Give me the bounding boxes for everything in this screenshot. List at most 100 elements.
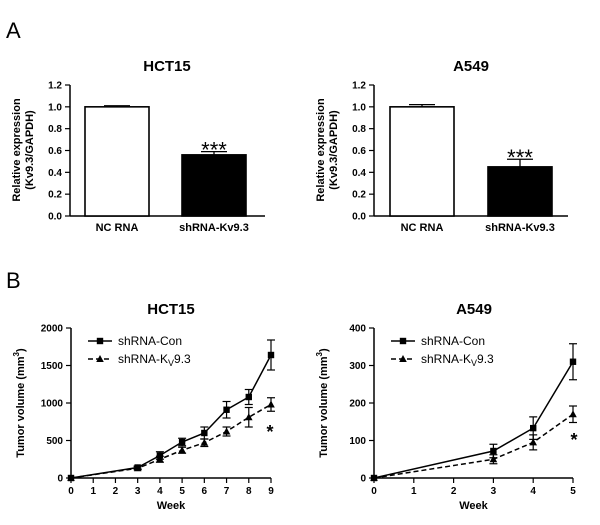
category-label: shRNA-Kv9.3 <box>485 222 555 234</box>
x-tick-label: 0 <box>68 486 74 497</box>
legend-label-end: 9.3 <box>477 352 494 366</box>
data-point <box>370 474 378 481</box>
chart-2: A549 0.0 0.2 0.4 0.6 0.8 1.0 1.2 Relative expres… <box>315 58 568 234</box>
data-point <box>267 351 275 359</box>
data-point <box>490 447 497 455</box>
series-line <box>70 403 272 479</box>
chart-title: HCT15 <box>143 58 191 75</box>
data-point <box>222 427 231 435</box>
bar <box>181 154 247 217</box>
y-tick-label: 0.2 <box>48 190 62 201</box>
legend-label-main: shRNA-Con <box>118 334 182 348</box>
x-tick-label: 4 <box>157 486 163 497</box>
legend-label-sub: V <box>168 358 174 368</box>
y-axis-label-line1: Relative expression <box>315 98 327 202</box>
y-tick-label: 0.4 <box>352 168 366 179</box>
data-point <box>569 410 577 418</box>
data-point <box>178 438 186 446</box>
chart-4: A549 0 100 200 300 400 0 1 2 3 4 5 Week Tumor volume … <box>315 301 578 512</box>
y-tick-label: 1500 <box>41 361 64 372</box>
y-axis-label-line1: Relative expression <box>11 98 23 202</box>
x-axis-label: Week <box>459 500 488 512</box>
x-tick-label: 2 <box>113 486 119 497</box>
data-point <box>178 446 186 454</box>
data-point <box>245 393 252 401</box>
y-tick-label: 0.0 <box>352 212 366 223</box>
panel-letter-b: B <box>6 268 21 293</box>
data-point <box>244 413 253 421</box>
legend-label-end: 9.3 <box>174 352 191 366</box>
y-tick-label: 1000 <box>41 399 64 410</box>
x-tick-label: 2 <box>451 486 457 497</box>
y-tick-label: 200 <box>349 399 366 410</box>
y-axis-label-end: ) <box>318 348 330 352</box>
x-tick-label: 6 <box>202 486 208 497</box>
significance-label: * <box>570 430 577 450</box>
data-point <box>133 464 142 472</box>
y-axis-label: Relative expression(Kv9.3/GAPDH) <box>315 98 340 202</box>
y-axis-label-sup: 3 <box>315 351 324 356</box>
y-tick-label: 400 <box>349 324 366 335</box>
y-axis-label-main: Tumor volume (mm <box>15 356 27 457</box>
bar <box>389 106 455 217</box>
x-tick-label: 1 <box>411 486 417 497</box>
data-point <box>67 474 75 481</box>
series-line <box>373 361 574 479</box>
data-point <box>530 424 537 432</box>
charts-group: HCT15 0.0 0.2 0.4 0.6 0.8 1.0 1.2 Relative expre… <box>11 58 578 512</box>
data-point <box>267 400 275 408</box>
legend-marker <box>399 337 407 345</box>
y-tick-label: 1.0 <box>352 102 366 113</box>
series-2 <box>370 405 577 481</box>
panel-letter-a: A <box>6 18 21 43</box>
data-point <box>201 429 208 437</box>
legend-label-main: shRNA-Con <box>421 334 485 348</box>
y-tick-label: 0 <box>360 474 366 485</box>
series-line <box>70 354 272 479</box>
y-tick-label: 1.0 <box>48 102 62 113</box>
significance-label: * <box>266 422 273 442</box>
y-tick-label: 0.6 <box>48 146 62 157</box>
legend: shRNA-Con shRNA-KV9.3 <box>391 334 494 368</box>
category-label: NC RNA <box>401 222 444 234</box>
legend-label-sub: V <box>471 358 477 368</box>
chart-title: A549 <box>453 58 489 75</box>
legend-label-main: shRNA-K <box>421 352 471 366</box>
y-tick-label: 0 <box>57 474 63 485</box>
y-axis-label: Relative expression(Kv9.3/GAPDH) <box>11 98 36 202</box>
legend-label-main: shRNA-K <box>118 352 168 366</box>
x-tick-label: 3 <box>135 486 141 497</box>
y-axis-label: Tumor volume (mm3) <box>12 348 27 458</box>
x-tick-label: 4 <box>530 486 536 497</box>
y-tick-label: 0.8 <box>48 124 62 135</box>
x-tick-label: 5 <box>570 486 576 497</box>
y-tick-label: 500 <box>46 436 63 447</box>
x-tick-label: 5 <box>179 486 185 497</box>
data-point <box>156 455 164 463</box>
legend-label: shRNA-KV9.3 <box>421 352 494 368</box>
x-tick-label: 1 <box>90 486 96 497</box>
legend: shRNA-Con shRNA-KV9.3 <box>88 334 191 368</box>
legend-marker <box>399 355 407 362</box>
y-axis-label-sup: 3 <box>12 351 21 356</box>
data-point <box>569 358 577 365</box>
y-tick-label: 0.0 <box>48 212 62 223</box>
data-point <box>200 438 209 446</box>
chart-1: HCT15 0.0 0.2 0.4 0.6 0.8 1.0 1.2 Relative expre… <box>11 58 265 234</box>
legend-label: shRNA-Con <box>118 334 182 348</box>
significance-label: *** <box>507 145 533 170</box>
significance-label: *** <box>201 138 227 163</box>
y-tick-label: 2000 <box>41 324 64 335</box>
chart-3: HCT15 0 500 1000 1500 2000 0 1 2 3 4 5 6 7 8 9 Week Tumor… <box>12 301 275 512</box>
data-point <box>223 406 230 413</box>
y-axis-label-end: ) <box>15 348 27 352</box>
legend-marker <box>96 337 104 345</box>
y-tick-label: 0.8 <box>352 124 366 135</box>
category-label: NC RNA <box>96 222 139 234</box>
x-axis-label: Week <box>157 500 186 512</box>
y-axis-label: Tumor volume (mm3) <box>315 348 330 458</box>
y-axis-label-line2: (Kv9.3/GAPDH) <box>328 110 340 190</box>
y-tick-label: 0.6 <box>352 146 366 157</box>
bar <box>487 166 553 217</box>
